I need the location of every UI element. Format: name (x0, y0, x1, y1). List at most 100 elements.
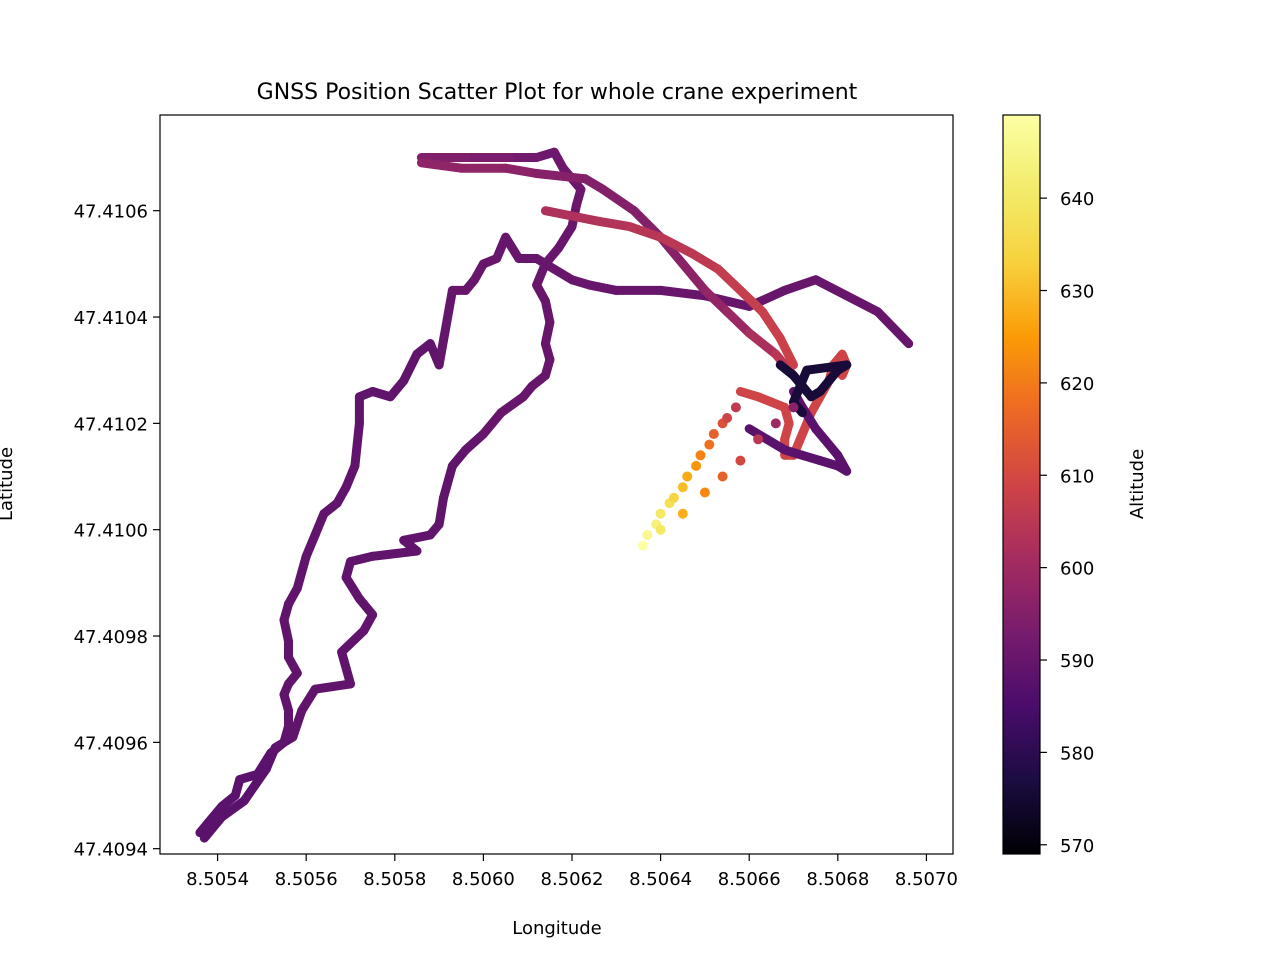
data-point (704, 439, 715, 450)
x-tick-label: 8.5066 (718, 869, 781, 890)
track-segment (789, 365, 812, 407)
data-point (682, 471, 693, 482)
track-segment (399, 530, 435, 545)
data-point (735, 455, 746, 466)
track-segment (434, 285, 457, 370)
y-tick-label: 47.4102 (74, 414, 148, 435)
data-point (668, 492, 679, 503)
x-tick-label: 8.5056 (275, 869, 338, 890)
colorbar-tick-label: 640 (1060, 189, 1094, 210)
series-6 (775, 360, 852, 418)
data-point (708, 429, 719, 439)
track-segment (722, 307, 754, 338)
colorbar-tick-label: 630 (1060, 282, 1094, 303)
track-segment (735, 285, 767, 317)
y-tick-label: 47.4100 (74, 521, 148, 542)
track-segment (532, 169, 590, 184)
track-segment (744, 328, 781, 359)
x-axis-label: Longitude (512, 918, 602, 939)
data-point (677, 482, 688, 493)
colorbar-tick-label: 590 (1060, 651, 1094, 672)
data-point (753, 434, 764, 445)
data-point (655, 524, 666, 535)
x-tick-label: 8.5058 (363, 869, 426, 890)
track-segment (873, 307, 914, 349)
track-segment (337, 647, 355, 689)
data-point (788, 402, 799, 413)
track-segment (700, 285, 732, 317)
data-point (730, 402, 741, 413)
y-tick-label: 47.4104 (74, 308, 148, 329)
y-axis: 47.4094 47.4096 47.4098 47.4100 47.4102 47.41… (74, 202, 160, 861)
x-tick-label: 8.5062 (541, 869, 604, 890)
track-segment (368, 546, 422, 561)
track-segment (775, 333, 798, 370)
data-point (677, 508, 688, 519)
track-segment (842, 291, 883, 317)
colorbar-tick-label: 580 (1060, 743, 1094, 764)
track-segment (288, 706, 307, 742)
track-segment (594, 216, 635, 232)
track-segment (416, 158, 466, 173)
track-segment (310, 679, 355, 694)
track-segment (713, 264, 745, 295)
track-segment (501, 163, 542, 178)
data-point (655, 508, 666, 519)
series-0 (195, 232, 914, 838)
chart-title: GNSS Position Scatter Plot for whole cra… (257, 80, 858, 105)
colorbar (1002, 114, 1041, 855)
track-segment (567, 211, 604, 226)
y-tick-label: 47.4106 (74, 202, 148, 223)
track-segment (292, 551, 311, 593)
data-layer (195, 147, 914, 843)
colorbar-tick-label: 570 (1060, 836, 1094, 857)
track-segment (780, 275, 821, 295)
track-segment (625, 222, 666, 242)
x-tick-label: 8.5060 (452, 869, 515, 890)
colorbar-tick-label: 610 (1060, 466, 1094, 487)
track-segment (239, 764, 271, 806)
track-segment (399, 349, 422, 386)
y-tick-label: 47.4098 (74, 627, 148, 648)
track-segment (678, 259, 710, 295)
track-segment (496, 392, 528, 418)
colorbar-label: Altitude (1127, 449, 1148, 519)
track-segment (656, 232, 697, 258)
track-segment (758, 307, 785, 343)
y-axis-label: Latitude (0, 447, 17, 521)
track-segment (598, 184, 639, 216)
track-segment (217, 796, 249, 822)
data-point (691, 460, 702, 471)
x-tick-label: 8.5054 (186, 869, 249, 890)
y-tick-label: 47.4096 (74, 733, 148, 754)
track-segment (585, 280, 621, 295)
data-point (637, 540, 648, 551)
track-segment (199, 812, 227, 843)
track-segment (478, 408, 506, 439)
x-tick-label: 8.5070 (895, 869, 958, 890)
track-segment (337, 626, 369, 657)
x-axis: 8.5054 8.5056 8.5058 8.5060 8.5062 8.5064 8.50… (186, 854, 958, 890)
track-segment (540, 206, 577, 221)
data-point (642, 530, 653, 540)
series-7 (637, 402, 799, 551)
track-segment (439, 461, 457, 503)
series-1 (199, 147, 586, 843)
data-point (770, 418, 781, 429)
track-segment (687, 248, 723, 274)
track-segment (811, 275, 852, 301)
colorbar-axis: 570 580 590 600 610 620 630 640 (1040, 189, 1094, 857)
series-3 (540, 206, 798, 370)
colorbar-tick-label: 600 (1060, 559, 1094, 580)
colorbar-tick-label: 620 (1060, 374, 1094, 395)
track-segment (802, 360, 852, 375)
series-5 (744, 387, 852, 476)
data-point (699, 487, 710, 498)
track-segment (656, 285, 710, 301)
data-point (722, 413, 733, 423)
x-tick-label: 8.5068 (806, 869, 869, 890)
plot-frame (159, 114, 954, 855)
data-point (717, 471, 728, 482)
x-tick-label: 8.5064 (629, 869, 692, 890)
